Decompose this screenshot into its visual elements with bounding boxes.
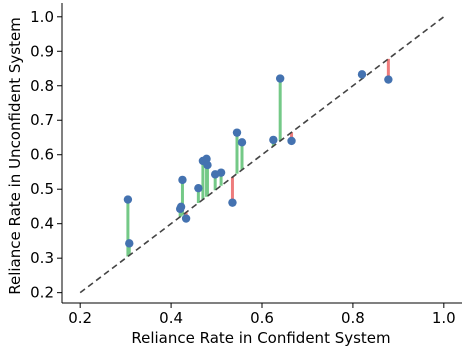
data-point [228,198,237,207]
x-tick-label: 0.2 [68,309,92,327]
y-tick-label: 0.8 [30,77,54,95]
x-ticks: 0.2 0.4 0.6 0.8 1.0 [68,303,456,327]
y-tick-label: 0.5 [30,180,54,198]
y-tick-label: 0.2 [30,284,54,302]
y-tick-label: 1.0 [30,8,54,26]
data-point [178,175,187,185]
data-point [232,128,242,137]
data-point [181,214,191,223]
y-tick-label: 0.7 [30,111,54,129]
x-tick-label: 0.8 [341,309,365,327]
data-point [194,183,203,193]
data-point [275,74,285,83]
y-tick-label: 0.9 [30,42,54,60]
data-point [176,202,186,211]
data-points [123,70,393,248]
x-tick-label: 1.0 [432,309,456,327]
x-tick-label: 0.4 [159,309,183,327]
connector-lines [126,58,390,257]
y-axis-label: Reliance Rate in Unconfident System [6,17,24,295]
diagonal-reference-line [79,16,445,294]
data-point [384,75,393,84]
data-point [269,135,278,145]
data-point [203,160,212,170]
y-tick-label: 0.6 [30,146,54,164]
y-ticks: 0.2 0.3 0.4 0.5 0.6 0.7 0.8 0.9 1.0 [30,8,62,302]
x-tick-label: 0.6 [250,309,274,327]
x-axis-label: Reliance Rate in Confident System [131,329,390,347]
data-point [125,239,134,248]
y-tick-label: 0.4 [30,215,54,233]
data-point [287,136,296,146]
data-point [237,138,247,147]
y-tick-label: 0.3 [30,249,54,267]
data-point [357,70,367,79]
data-point [216,168,226,177]
data-point [202,154,211,164]
data-point [123,195,133,204]
